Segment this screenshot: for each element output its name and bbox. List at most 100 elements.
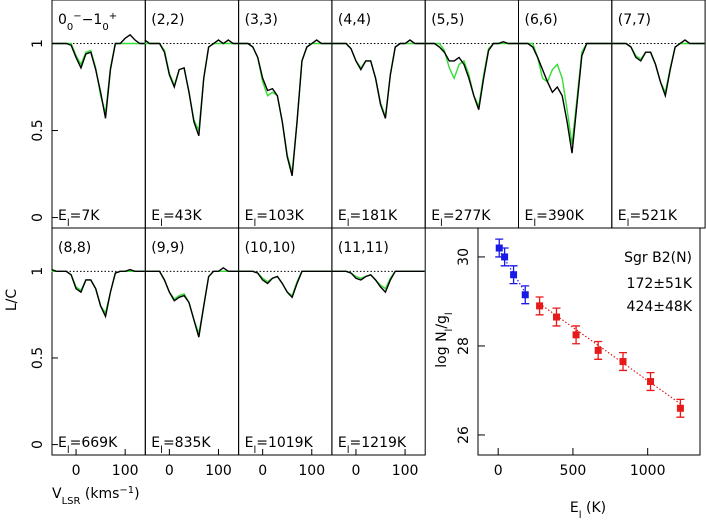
x-axis-label: El (K) <box>570 500 606 521</box>
panel-label: (8,8) <box>58 240 91 256</box>
x-tick-label: 0 <box>352 463 361 479</box>
panel-frame <box>238 0 333 229</box>
y-tick-label: 28 <box>456 337 472 355</box>
point <box>619 358 627 366</box>
spectrum-line <box>424 41 519 110</box>
spectrum-line <box>238 270 332 299</box>
panel-frame <box>611 0 706 229</box>
y-axis-label: log Nl/gl <box>434 312 455 367</box>
energy-label-part: E <box>58 208 67 224</box>
energy-label-part: l <box>347 218 350 229</box>
energy-label: El=7K <box>58 208 100 229</box>
x-tick-label: 500 <box>560 463 587 479</box>
panel-frame <box>51 227 146 456</box>
spectrum-line <box>518 42 612 154</box>
panel-label-part: (6,6) <box>525 12 558 28</box>
x-tick-label: 0 <box>72 463 81 479</box>
energy-label: El=1219K <box>338 435 407 456</box>
point <box>676 404 684 412</box>
panel-label-part: (4,4) <box>338 12 371 28</box>
energy-label-part: l <box>253 445 256 456</box>
point <box>572 331 580 339</box>
x-axis-label-part: (K) <box>582 500 607 516</box>
point <box>501 253 509 261</box>
energy-label-part: l <box>160 445 163 456</box>
energy-label-part: =7K <box>70 208 101 224</box>
energy-label-part: l <box>67 218 70 229</box>
spectrum-line <box>238 270 332 297</box>
energy-label: El=669K <box>58 435 118 456</box>
energy-label-part: l <box>160 218 163 229</box>
panel-label-part: (10,10) <box>245 240 296 256</box>
energy-label: El=521K <box>618 208 678 229</box>
energy-label-part: E <box>525 208 534 224</box>
x-axis-label-part: −1 <box>119 485 134 496</box>
panel-label: (2,2) <box>151 12 184 28</box>
energy-label: El=835K <box>151 435 211 456</box>
x-tick-label: 100 <box>112 463 139 479</box>
energy-label-part: E <box>338 208 347 224</box>
panel-label-part: 0 <box>58 12 67 28</box>
panel-label-part: (8,8) <box>58 240 91 256</box>
energy-label-part: l <box>627 218 630 229</box>
x-axis-label-part: E <box>570 500 579 516</box>
energy-label-part: =1019K <box>256 435 313 451</box>
spectrum-line <box>611 39 705 99</box>
panel-label: (6,6) <box>525 12 558 28</box>
panel-frame <box>144 227 240 456</box>
panel-label-part: (7,7) <box>618 12 651 28</box>
x-axis-label-part: (kms <box>80 486 119 502</box>
point <box>594 346 602 354</box>
x-axis-label-part: ) <box>134 486 139 502</box>
energy-label-part: =181K <box>350 208 398 224</box>
point <box>536 302 544 310</box>
energy-label-part: E <box>58 435 67 451</box>
energy-label-part: =835K <box>163 435 211 451</box>
plot-frame <box>477 227 701 456</box>
x-axis-label-part: LSR <box>62 496 81 507</box>
y-tick-label: 1 <box>30 267 46 276</box>
plot-title: Sgr B2(N) <box>624 250 692 266</box>
spectrum-line <box>331 39 425 119</box>
y-tick-label: 0 <box>30 213 46 222</box>
energy-label-part: E <box>245 208 254 224</box>
panel-label-part: + <box>109 11 117 22</box>
panel-label: (7,7) <box>618 12 651 28</box>
panel-label: (11,11) <box>338 240 389 256</box>
x-tick-label: 1000 <box>630 463 666 479</box>
energy-label-part: =43K <box>163 208 203 224</box>
y-axis-label-part: l <box>444 312 455 315</box>
panel-label-part: (3,3) <box>245 12 278 28</box>
panel-label-part: −1 <box>82 12 103 28</box>
spectrum-line <box>144 266 239 338</box>
energy-label: El=277K <box>431 208 491 229</box>
energy-label-part: E <box>431 208 440 224</box>
x-tick-label: 0 <box>494 463 503 479</box>
y-tick-label: 1 <box>30 39 46 48</box>
energy-label-part: =277K <box>443 208 491 224</box>
y-axis-label-part: log N <box>434 331 450 367</box>
energy-label-part: l <box>440 218 443 229</box>
point <box>510 271 518 279</box>
x-axis-label-part: l <box>579 510 582 521</box>
legend-entry: 172±51K <box>627 276 693 292</box>
panel-label: (10,10) <box>245 240 296 256</box>
x-axis-label: VLSR (kms−1) <box>52 485 140 507</box>
energy-label: El=103K <box>245 208 305 229</box>
panel-label-part: (11,11) <box>338 240 389 256</box>
legend-entry: 424±48K <box>627 299 693 315</box>
x-tick-label: 0 <box>258 463 267 479</box>
y-axis-label: L/C <box>4 289 20 312</box>
y-tick-label: 0.5 <box>30 119 46 141</box>
x-tick-label: 100 <box>392 463 419 479</box>
energy-label-part: E <box>151 435 160 451</box>
energy-label-part: E <box>618 208 627 224</box>
panel-label-part: − <box>73 11 81 22</box>
energy-label-part: l <box>67 445 70 456</box>
energy-label: El=181K <box>338 208 398 229</box>
spectrum-line <box>331 270 425 294</box>
panel-label: (3,3) <box>245 12 278 28</box>
energy-label-part: l <box>533 218 536 229</box>
y-tick-label: 30 <box>456 248 472 266</box>
energy-label: El=1019K <box>245 435 314 456</box>
